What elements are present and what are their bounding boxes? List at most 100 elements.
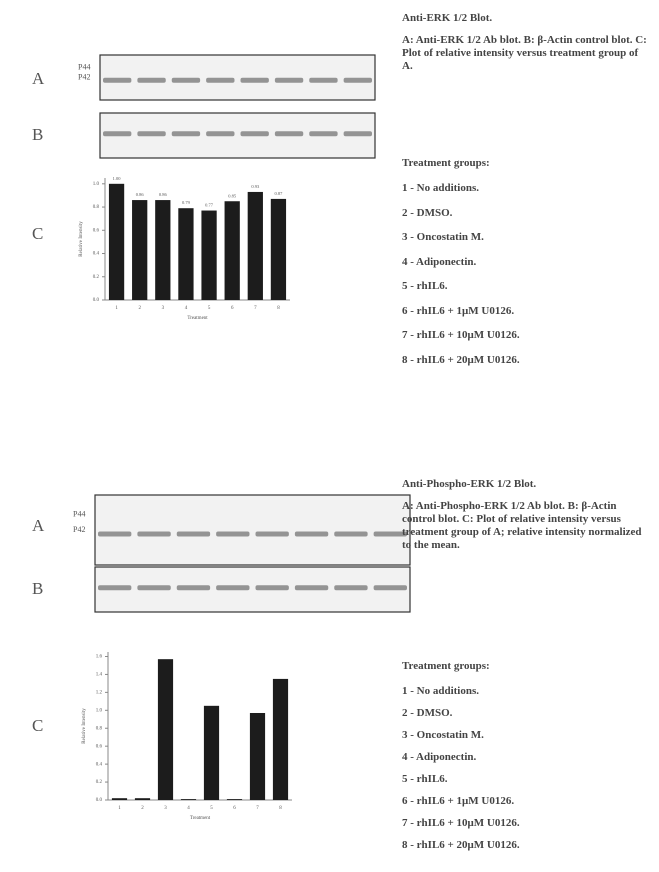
- x-tick-label: 5: [210, 806, 213, 811]
- x-tick-label: 3: [164, 806, 167, 811]
- x-tick-label: 3: [162, 306, 165, 311]
- treatment-group: 8 - rhIL6 + 20μM U0126.: [402, 354, 520, 366]
- bar: [248, 192, 263, 300]
- blot-band: [334, 532, 367, 537]
- blot-band: [374, 585, 407, 590]
- x-tick-label: 2: [141, 806, 144, 811]
- x-tick-label: 2: [138, 306, 141, 311]
- y-axis-label: Relative Intensity: [82, 708, 87, 744]
- treatment-group: 5 - rhIL6.: [402, 280, 448, 292]
- blot-band: [309, 131, 337, 136]
- blot-band: [309, 78, 337, 83]
- bar: [227, 799, 242, 800]
- treatment-group: 4 - Adiponectin.: [402, 751, 476, 763]
- page: ABCP44P42ABCP44P420.00.20.40.60.81.0Rela…: [0, 0, 659, 872]
- treatment-group: 1 - No additions.: [402, 182, 479, 194]
- blot-band: [241, 78, 269, 83]
- value-label: 1.00: [113, 176, 122, 181]
- treatment-group: 7 - rhIL6 + 10μM U0126.: [402, 817, 520, 829]
- y-tick-label: 1.2: [96, 691, 103, 696]
- bar: [271, 199, 286, 300]
- blot-band: [103, 131, 131, 136]
- blot: [95, 495, 410, 565]
- value-label: 0.86: [159, 192, 168, 197]
- panel-label: B: [32, 579, 43, 598]
- y-tick-label: 0.8: [96, 726, 103, 731]
- blot-band: [241, 131, 269, 136]
- treatment-group: 6 - rhIL6 + 1μM U0126.: [402, 795, 514, 807]
- blot-band: [216, 532, 249, 537]
- treatment-group: 3 - Oncostatin M.: [402, 729, 484, 741]
- blot-band: [206, 78, 234, 83]
- bar: [201, 211, 216, 300]
- y-tick-label: 0.2: [93, 275, 100, 280]
- figure: ABCP44P42ABCP44P420.00.20.40.60.81.0Rela…: [0, 0, 659, 872]
- groups-title: Treatment groups:: [402, 157, 490, 169]
- treatment-group: 3 - Oncostatin M.: [402, 231, 484, 243]
- value-label: 0.93: [251, 184, 260, 189]
- treatment-group: 4 - Adiponectin.: [402, 256, 476, 268]
- y-tick-label: 0.4: [93, 252, 100, 257]
- blot-band: [137, 78, 165, 83]
- blot-band: [256, 585, 289, 590]
- x-tick-label: 7: [256, 806, 259, 811]
- blot: [100, 55, 375, 100]
- x-tick-label: 8: [277, 306, 280, 311]
- bar: [132, 200, 147, 300]
- x-tick-label: 5: [208, 306, 211, 311]
- blot-band: [137, 585, 170, 590]
- bar: [250, 713, 265, 800]
- y-tick-label: 1.4: [96, 673, 103, 678]
- panel-label: C: [32, 716, 43, 735]
- blot-band: [344, 131, 372, 136]
- value-label: 0.86: [136, 192, 145, 197]
- blot-band: [98, 532, 131, 537]
- y-tick-label: 0.0: [93, 298, 100, 303]
- treatment-group: 8 - rhIL6 + 20μM U0126.: [402, 839, 520, 851]
- blot-band: [295, 585, 328, 590]
- y-axis-label: Relative Intensity: [79, 221, 84, 257]
- band-label: P42: [73, 525, 85, 534]
- treatment-group: 2 - DMSO.: [402, 207, 452, 219]
- bar: [112, 798, 127, 800]
- blot-band: [256, 532, 289, 537]
- y-tick-label: 1.6: [96, 655, 103, 660]
- y-tick-label: 0.8: [93, 205, 100, 210]
- x-tick-label: 4: [185, 306, 188, 311]
- blot-band: [216, 585, 249, 590]
- bar: [178, 208, 193, 300]
- x-tick-label: 6: [231, 306, 234, 311]
- blot-band: [172, 131, 200, 136]
- value-label: 0.85: [228, 193, 237, 198]
- blot-band: [334, 585, 367, 590]
- blot-band: [295, 532, 328, 537]
- y-tick-label: 0.0: [96, 798, 103, 803]
- caption: A: Anti-ERK 1/2 Ab blot. B: β-Actin cont…: [402, 34, 647, 73]
- groups-title: Treatment groups:: [402, 660, 490, 672]
- treatment-group: 6 - rhIL6 + 1μM U0126.: [402, 305, 514, 317]
- x-tick-label: 7: [254, 306, 257, 311]
- bar: [181, 799, 196, 800]
- y-tick-label: 1.0: [93, 182, 100, 187]
- y-tick-label: 0.2: [96, 780, 103, 785]
- bar: [158, 659, 173, 800]
- bar: [204, 706, 219, 800]
- blot-band: [137, 532, 170, 537]
- blot-band: [275, 131, 303, 136]
- y-tick-label: 0.6: [96, 744, 103, 749]
- x-tick-label: 4: [187, 806, 190, 811]
- y-tick-label: 1.0: [96, 708, 103, 713]
- treatment-group: 7 - rhIL6 + 10μM U0126.: [402, 329, 520, 341]
- band-label: P44: [73, 509, 85, 518]
- value-label: 0.87: [275, 191, 284, 196]
- panel-label: A: [32, 516, 45, 535]
- treatment-group: 5 - rhIL6.: [402, 773, 448, 785]
- blot-band: [98, 585, 131, 590]
- blot-band: [177, 585, 210, 590]
- value-label: 0.77: [205, 203, 214, 208]
- treatment-group: 1 - No additions.: [402, 685, 479, 697]
- x-axis-label: Treatment: [190, 816, 211, 821]
- bar: [273, 679, 288, 800]
- y-tick-label: 0.4: [96, 762, 103, 767]
- blot-band: [177, 532, 210, 537]
